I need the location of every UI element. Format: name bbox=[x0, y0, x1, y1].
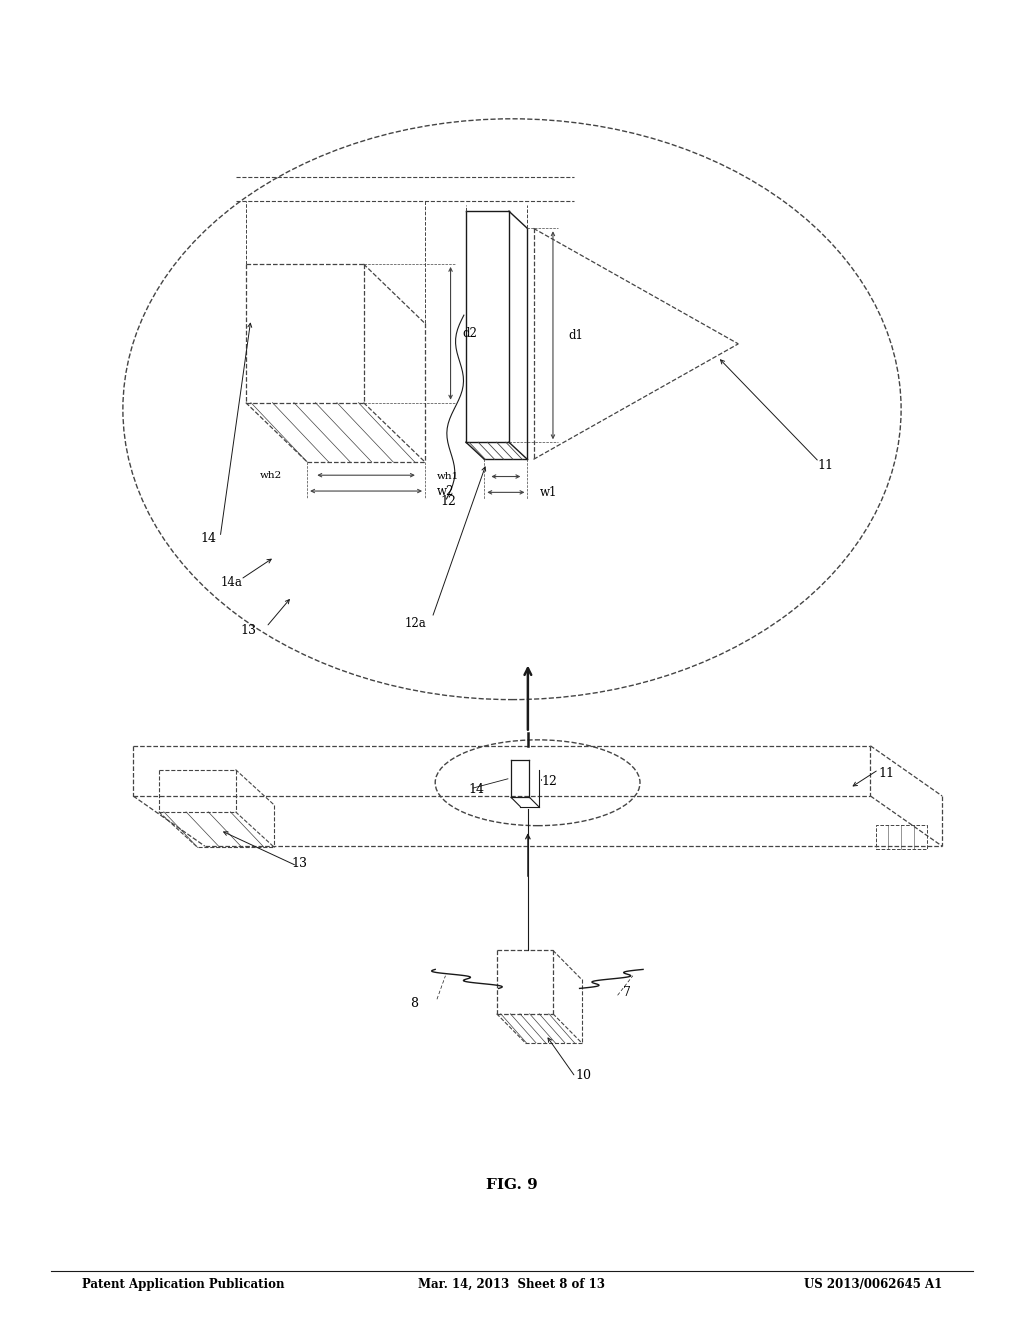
Text: d1: d1 bbox=[568, 329, 584, 342]
Text: 12: 12 bbox=[542, 775, 558, 788]
Text: 11: 11 bbox=[879, 767, 895, 780]
Text: 10: 10 bbox=[575, 1069, 592, 1082]
Text: 13: 13 bbox=[292, 857, 308, 870]
Text: Mar. 14, 2013  Sheet 8 of 13: Mar. 14, 2013 Sheet 8 of 13 bbox=[419, 1278, 605, 1291]
Text: 11: 11 bbox=[817, 459, 834, 473]
Text: w2: w2 bbox=[437, 484, 455, 498]
Bar bbox=[876, 825, 927, 849]
Text: 14: 14 bbox=[201, 532, 217, 545]
Text: 14a: 14a bbox=[220, 576, 242, 589]
Text: 12a: 12a bbox=[404, 616, 426, 630]
Text: 13: 13 bbox=[241, 624, 257, 638]
Text: Patent Application Publication: Patent Application Publication bbox=[82, 1278, 285, 1291]
Text: 12: 12 bbox=[440, 495, 457, 508]
Text: wh1: wh1 bbox=[436, 473, 459, 480]
Text: 14: 14 bbox=[468, 783, 484, 796]
Text: FIG. 9: FIG. 9 bbox=[486, 1179, 538, 1192]
Text: 7: 7 bbox=[623, 986, 631, 999]
Text: d2: d2 bbox=[463, 327, 478, 339]
Text: wh2: wh2 bbox=[259, 471, 282, 479]
Text: w1: w1 bbox=[540, 486, 557, 499]
Text: US 2013/0062645 A1: US 2013/0062645 A1 bbox=[804, 1278, 942, 1291]
Text: 8: 8 bbox=[410, 997, 418, 1010]
